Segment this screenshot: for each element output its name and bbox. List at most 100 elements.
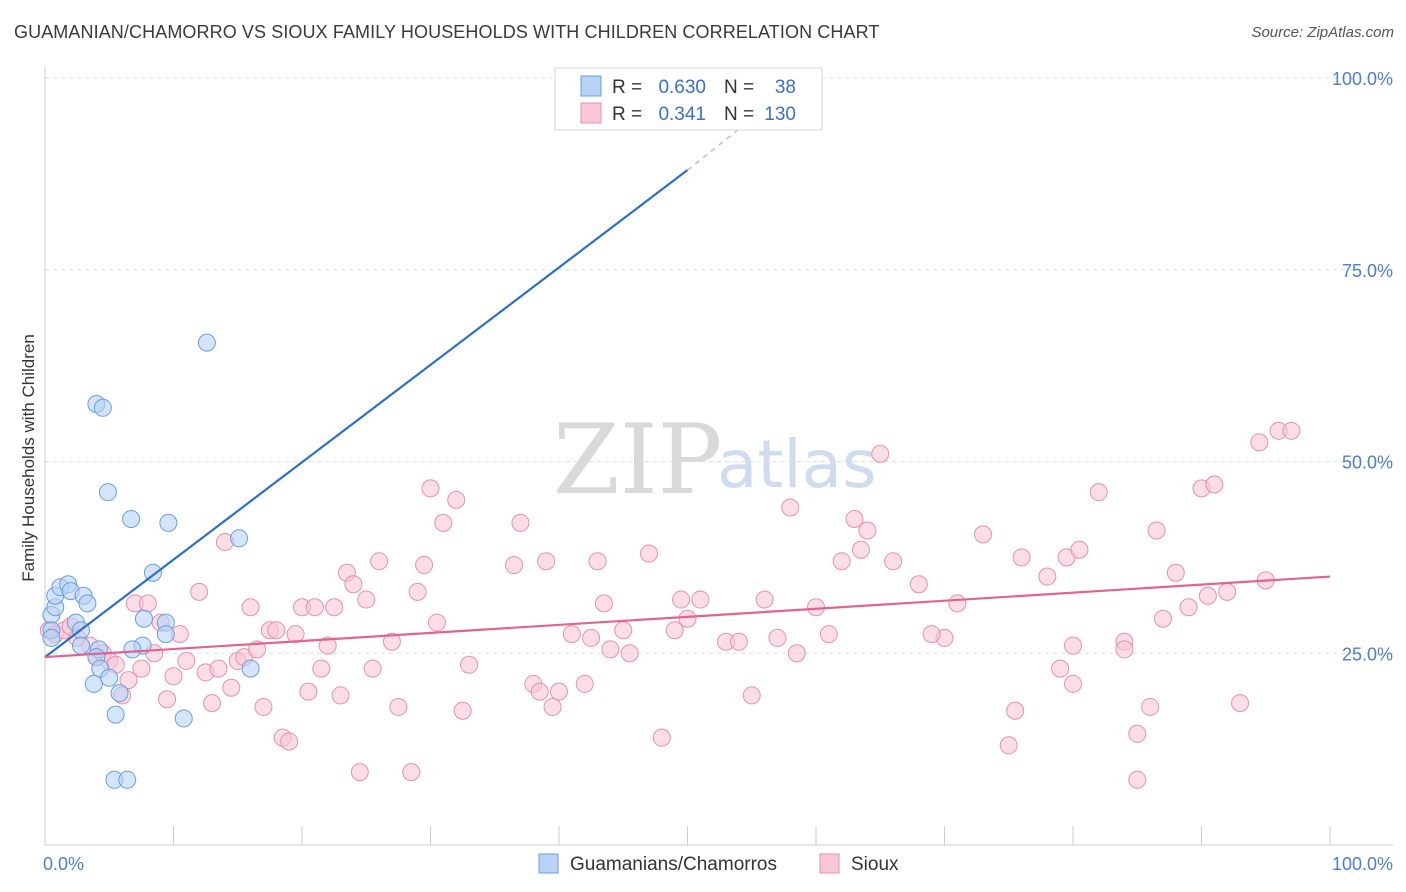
sioux-point <box>1115 640 1134 659</box>
sioux-point <box>537 552 556 571</box>
sioux-point <box>389 697 408 716</box>
sioux-point <box>1179 598 1198 617</box>
sioux-point <box>614 621 633 640</box>
guamanian-point <box>100 668 119 687</box>
sioux-point <box>665 621 684 640</box>
sioux-point <box>209 659 228 678</box>
sioux-point <box>620 644 639 663</box>
guamanian-point <box>78 594 97 613</box>
sioux-point <box>652 728 671 747</box>
sioux-point <box>299 682 318 701</box>
sioux-point <box>1218 582 1237 601</box>
sioux-point <box>280 732 299 751</box>
legend-n-value: 38 <box>775 77 796 98</box>
guamanian-point <box>98 483 117 502</box>
x-tick-label-min: 0.0% <box>43 854 84 874</box>
legend-n-value: 130 <box>764 104 796 125</box>
sioux-point <box>845 510 864 529</box>
sioux-point <box>164 667 183 686</box>
sioux-point <box>325 598 344 617</box>
sioux-point <box>447 490 466 509</box>
legend-box: R = 0.630 N = 38 R = 0.341 N = 130 <box>554 67 823 131</box>
sioux-point <box>350 763 369 782</box>
bottom-legend-label-sioux: Sioux <box>851 854 899 875</box>
sioux-point <box>1166 563 1185 582</box>
sioux-point <box>922 625 941 644</box>
sioux-point <box>453 701 472 720</box>
sioux-point <box>1198 586 1217 605</box>
guamanian-point <box>42 628 61 647</box>
sioux-point <box>1128 724 1147 743</box>
sioux-point <box>1147 521 1166 540</box>
guamanian-point <box>197 333 216 352</box>
watermark: ZIP atlas <box>553 404 877 516</box>
sioux-point <box>132 659 151 678</box>
sioux-point <box>1070 540 1089 559</box>
sioux-point <box>909 575 928 594</box>
sioux-point <box>119 671 138 690</box>
sioux-point <box>832 552 851 571</box>
sioux-point <box>305 598 324 617</box>
sioux-point <box>1012 548 1031 567</box>
sioux-point <box>948 594 967 613</box>
guamanian-point <box>134 609 153 628</box>
legend-r-label: R = <box>612 104 642 125</box>
sioux-point <box>203 694 222 713</box>
x-tick-label-max: 100.0% <box>1332 854 1393 874</box>
sioux-point <box>550 682 568 701</box>
legend-r-value: 0.630 <box>658 77 706 98</box>
sioux-point <box>1205 475 1224 494</box>
sioux-point <box>678 609 697 628</box>
sioux-point <box>781 498 800 517</box>
guamanian-point <box>122 510 141 529</box>
sioux-point <box>267 621 286 640</box>
sioux-point <box>177 651 196 670</box>
grid-lines <box>45 77 1393 654</box>
sioux-point <box>672 590 691 609</box>
guamanian-point <box>123 640 142 659</box>
guamanian-point <box>230 529 249 548</box>
sioux-point <box>222 678 241 697</box>
bottom-legend: Guamanians/Chamorros Sioux <box>538 853 899 875</box>
sioux-point <box>543 697 562 716</box>
sioux-point <box>858 521 877 540</box>
sioux-point <box>1231 694 1250 713</box>
sioux-point <box>582 628 601 647</box>
legend-swatch-sioux <box>580 102 602 124</box>
sioux-point <box>575 674 594 693</box>
guamanian-point <box>118 770 137 789</box>
y-tick-label: 50.0% <box>1342 453 1393 473</box>
sioux-point <box>505 556 524 575</box>
sioux-point <box>357 590 376 609</box>
y-tick-label: 25.0% <box>1342 644 1393 664</box>
sioux-point <box>344 575 363 594</box>
sioux-point <box>1153 609 1172 628</box>
sioux-point <box>402 763 421 782</box>
guamanian-point <box>174 709 193 728</box>
sioux-point <box>434 513 453 532</box>
sioux-point <box>363 659 382 678</box>
sioux-point <box>787 644 806 663</box>
sioux-point <box>851 540 870 559</box>
sioux-point <box>639 544 658 563</box>
sioux-point <box>742 686 761 705</box>
sioux-point <box>768 628 787 647</box>
sioux-point <box>1064 674 1082 693</box>
sioux-point <box>421 479 440 498</box>
axes <box>44 66 1393 846</box>
sioux-point <box>427 613 446 632</box>
bottom-legend-label-guamanian: Guamanians/Chamorros <box>570 854 777 875</box>
chart-source: Source: ZipAtlas.com <box>1251 24 1394 41</box>
sioux-point <box>1128 770 1147 789</box>
sioux-point <box>594 594 613 613</box>
guamanian-point <box>156 625 175 644</box>
sioux-point <box>254 697 273 716</box>
sioux-point <box>1064 636 1082 655</box>
watermark-zip: ZIP <box>553 404 722 516</box>
guamanian-point <box>93 398 112 417</box>
chart-title: GUAMANIAN/CHAMORRO VS SIOUX FAMILY HOUSE… <box>14 22 880 42</box>
guamanian-point <box>143 563 162 582</box>
y-tick-label: 75.0% <box>1342 261 1393 281</box>
guamanian-trend-line <box>44 169 689 658</box>
